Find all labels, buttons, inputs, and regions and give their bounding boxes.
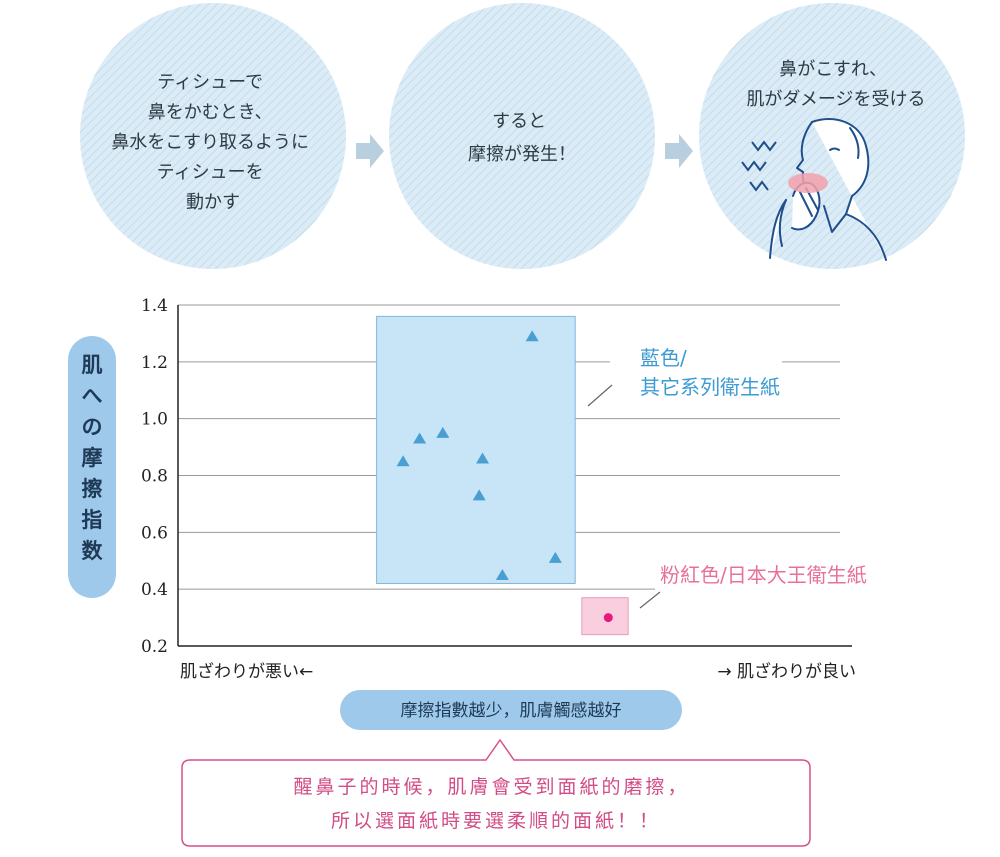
y-axis-label-pill: [68, 336, 116, 598]
series-0-range-region: [376, 315, 576, 584]
svg-text:ティシューで 鼻をかむとき、 鼻水を: ティシューで 鼻をかむとき、 鼻水をこすり取るように ティシューを 動かす: [111, 72, 314, 213]
legend-pink-backing: [655, 558, 911, 590]
y-axis-label-char: 指: [82, 507, 103, 532]
arrow-right-icon: [356, 134, 384, 168]
step-2-line-2: 摩擦が発生！: [468, 144, 576, 165]
y-tick-label: 1.0: [141, 410, 168, 430]
legend-blue-backing: [610, 340, 782, 410]
y-tick-labels: 0.2 0.4 0.6 0.8 1.0 1.2 1.4: [141, 296, 168, 657]
data-point-triangle: [472, 489, 486, 501]
data-point-triangle: [396, 455, 410, 467]
legend-blue-line-1: 藍色/: [640, 346, 687, 370]
data-point-triangle: [476, 452, 490, 464]
step-1-circle: [80, 3, 346, 269]
step-1-line-4: ティシューを: [157, 162, 264, 183]
step-2: すると 摩擦が発生！: [389, 3, 655, 269]
note-line-1: 醒鼻子的時候，肌膚會受到面紙的磨擦，: [293, 776, 689, 798]
step-3: 鼻がこすれ、 肌がダメージを受ける: [699, 3, 965, 269]
note-line-2: 所以選面紙時要選柔順的面紙！！: [331, 810, 661, 832]
legend-pink-leader: [639, 591, 661, 609]
svg-text:藍色/ 其它系列衛生紙: 藍色/ 其它系列衛生紙: [640, 346, 780, 399]
legend-blue-line-2: 其它系列衛生紙: [640, 375, 780, 399]
svg-text:鼻がこすれ、 肌がダメージを受ける: 鼻がこすれ、 肌がダメージを受ける: [746, 59, 925, 110]
y-tick-label: 0.4: [141, 580, 168, 600]
step-3-line-1: 鼻がこすれ、: [779, 59, 887, 80]
legend-blue-leader: [587, 384, 613, 407]
y-axis-label-char: 肌: [82, 352, 103, 377]
y-tick-label: 0.8: [141, 467, 168, 487]
svg-text:醒鼻子的時候，肌膚會受到面紙的磨擦， 所以選面紙時要: 醒鼻子的時候，肌膚會受到面紙的磨擦， 所以選面紙時要選柔順的面紙！！: [293, 776, 698, 832]
data-point-triangle: [436, 426, 450, 438]
y-axis-label-char: 数: [82, 538, 104, 563]
y-tick-label: 1.4: [141, 296, 168, 316]
caption-pill: [340, 690, 682, 730]
step-2-line-1: すると: [492, 111, 546, 132]
step-2-circle: [389, 3, 655, 269]
x-axis-right-label: → 肌ざわりが良い: [717, 661, 856, 682]
x-axis-left-label: 肌ざわりが悪い←: [180, 661, 313, 682]
step-1-line-5: 動かす: [186, 192, 240, 213]
svg-text:すると 摩擦が発生！: すると 摩擦が発生！: [468, 111, 576, 165]
step-1-line-3: 鼻水をこすり取るように: [111, 132, 309, 153]
legend-pink-label: 粉紅色/日本大王衛生紙: [660, 563, 867, 587]
data-point-triangle: [413, 432, 427, 444]
step-1: ティシューで 鼻をかむとき、 鼻水をこすり取るように ティシューを 動かす: [80, 3, 346, 269]
y-axis-label-char: 摩: [82, 445, 103, 470]
note-bubble: [181, 738, 811, 847]
y-tick-label: 0.2: [141, 637, 168, 657]
step-3-line-2: 肌がダメージを受ける: [746, 89, 925, 110]
y-tick-label: 0.6: [141, 523, 168, 543]
person-blowing-nose-icon: [769, 118, 887, 261]
scatter-chart: 0.2 0.4 0.6 0.8 1.0 1.2 1.4 藍色/ 其它系列衛生紙 粉紅色/日本…: [68, 296, 911, 682]
arrow-right-icon: [665, 134, 693, 168]
step-1-line-2: 鼻をかむとき、: [148, 102, 273, 123]
step-1-line-1: ティシューで: [157, 72, 263, 93]
data-point-triangle: [525, 330, 539, 342]
y-tick-label: 1.2: [141, 353, 168, 373]
data-point-triangle: [495, 568, 509, 580]
y-axis-label-char: へ: [82, 383, 103, 408]
data-point-triangle: [548, 551, 562, 563]
caption-pill-text: 摩擦指數越少，肌膚觸感越好: [401, 701, 622, 721]
blush-nose: [788, 173, 828, 193]
y-axis-label-char: 擦: [82, 476, 103, 501]
data-point-circle: [603, 613, 613, 623]
y-axis-label-char: の: [82, 414, 103, 439]
irritation-marks-icon: [741, 140, 777, 192]
data-markers: [396, 330, 613, 623]
